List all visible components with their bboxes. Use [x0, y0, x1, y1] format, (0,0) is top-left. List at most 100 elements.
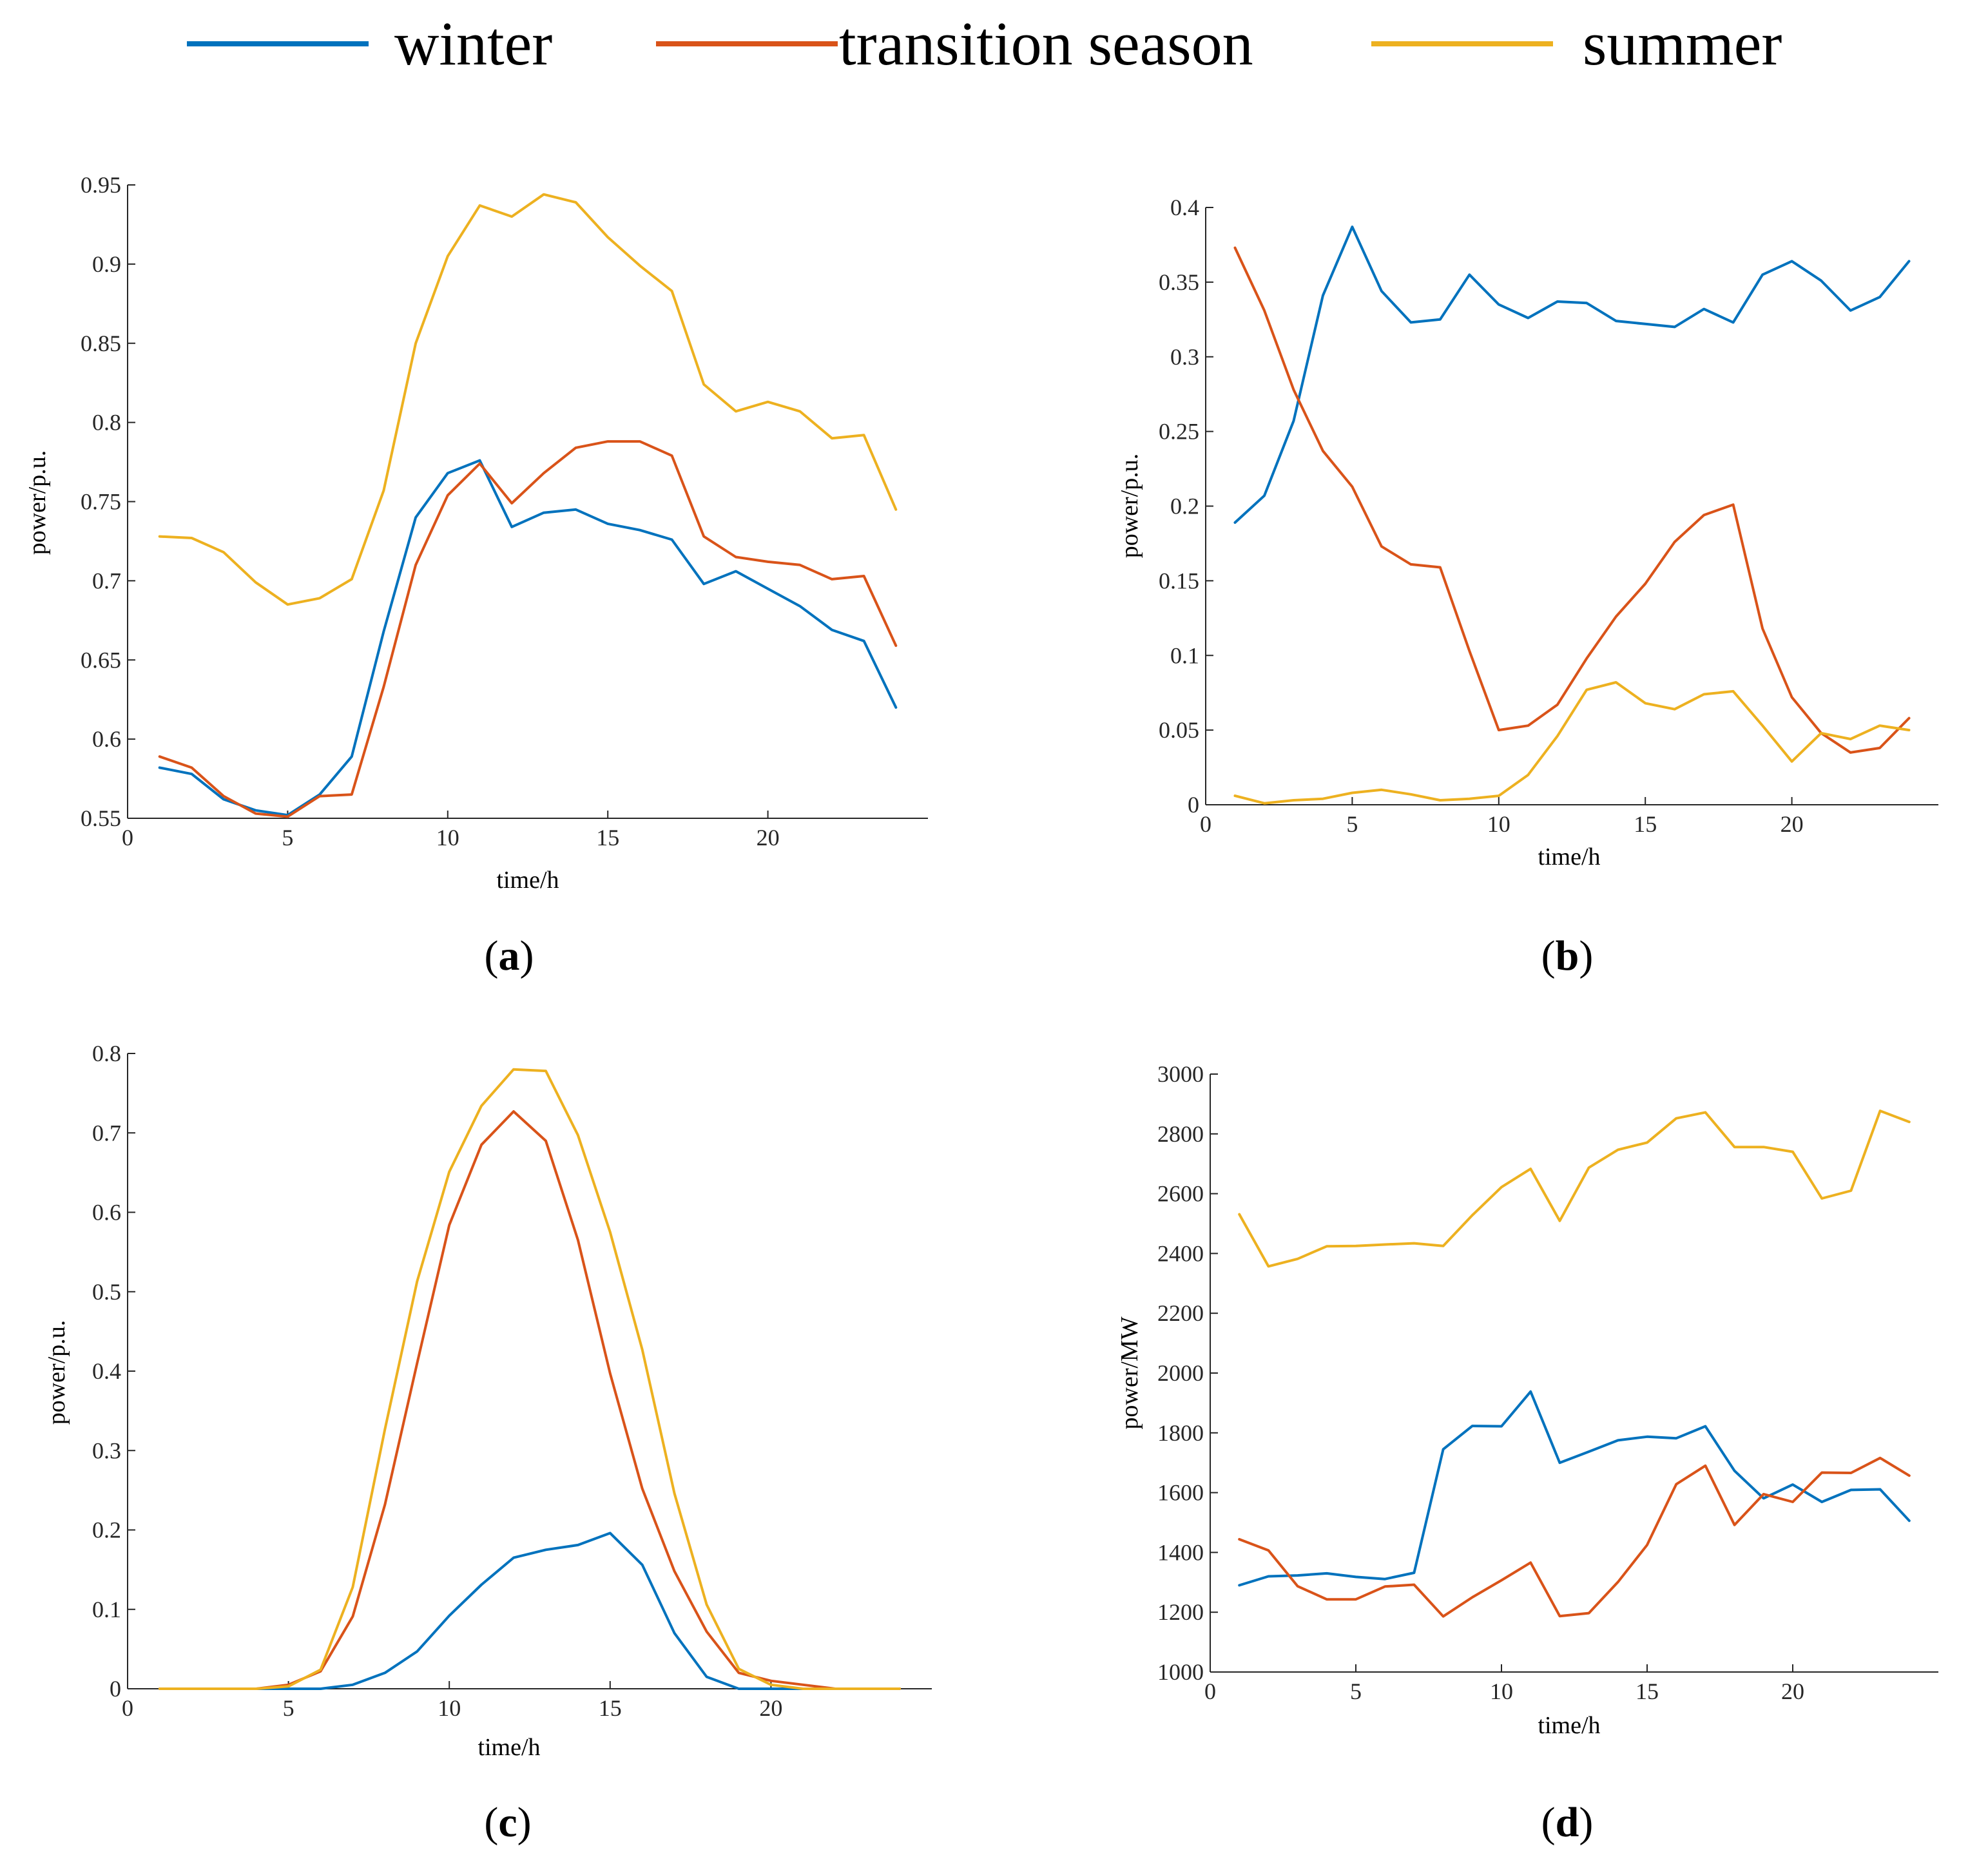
y-tick-label: 2400 — [1157, 1240, 1204, 1266]
panel-label-open-paren: ( — [1541, 932, 1556, 979]
panel-label-open-paren: ( — [484, 1799, 498, 1846]
y-tick-label: 0.6 — [92, 1200, 121, 1225]
chart-panel-b: 0 0.05 0.1 0.15 0.2 0.25 0.3 0.35 0.4 0 5 10 15 20 ti… — [1116, 195, 1938, 979]
x-tick-label: 15 — [1634, 811, 1657, 837]
y-tick-label: 1800 — [1157, 1420, 1204, 1446]
panel-label-b: (b) — [1541, 932, 1594, 979]
panel-label-letter-d: d — [1556, 1799, 1579, 1846]
y-tick-label: 0.05 — [1159, 717, 1199, 743]
x-axis-label-b: time/h — [1538, 843, 1600, 870]
x-tick-label: 20 — [759, 1695, 782, 1721]
panel-label-a: (a) — [485, 932, 534, 979]
y-axis-label-a: power/p.u. — [24, 450, 51, 555]
y-tick-label: 0.15 — [1159, 568, 1199, 593]
panel-label-close-paren: ) — [1579, 932, 1593, 979]
x-tick-label: 5 — [1350, 1678, 1362, 1704]
y-tick-label: 0.95 — [81, 172, 121, 198]
panel-label-open-paren: ( — [1541, 1799, 1556, 1846]
y-tick-label: 3000 — [1157, 1061, 1204, 1087]
y-axis-label-c: power/p.u. — [43, 1320, 70, 1425]
y-tick-label: 0.4 — [1170, 195, 1199, 220]
legend: winter transition season summer — [187, 9, 1782, 78]
y-axis-label-b: power/p.u. — [1116, 454, 1143, 559]
chart-panel-c: 0 0.1 0.2 0.3 0.4 0.5 0.6 0.7 0.8 0 5 10 15 20 time/h… — [43, 1041, 932, 1846]
legend-label-winter: winter — [394, 9, 552, 78]
y-tick-label: 0.6 — [92, 726, 121, 752]
y-tick-label: 0.2 — [92, 1517, 121, 1543]
y-tick-label: 0.9 — [92, 251, 121, 277]
y-tick-label: 0.75 — [81, 489, 121, 515]
series-line-summer — [1233, 681, 1911, 805]
y-axis-label-d: power/MW — [1116, 1316, 1143, 1429]
y-tick-label: 1400 — [1157, 1539, 1204, 1565]
plot-area-c: 0 0.1 0.2 0.3 0.4 0.5 0.6 0.7 0.8 0 5 10 15 20 — [92, 1041, 932, 1721]
y-tick-label: 0.3 — [92, 1437, 121, 1463]
x-tick-label: 15 — [1636, 1678, 1659, 1704]
legend-item-transition-season: transition season — [656, 9, 1253, 78]
series-line-winter — [158, 1532, 902, 1690]
chart-panel-a: 0.55 0.6 0.65 0.7 0.75 0.8 0.85 0.9 0.95 0 5 10 15 20… — [24, 172, 928, 979]
y-tick-label: 0.1 — [1170, 642, 1199, 668]
y-tick-label: 0.8 — [92, 410, 121, 436]
y-tick-label: 0.3 — [1170, 344, 1199, 370]
x-tick-label: 0 — [122, 825, 133, 851]
series-line-summer — [1238, 1110, 1911, 1268]
x-tick-label: 0 — [122, 1695, 133, 1721]
plot-area-d: 1000 1200 1400 1600 1800 2000 2200 2400 2600 2800… — [1157, 1061, 1938, 1704]
y-tick-label: 2600 — [1157, 1181, 1204, 1207]
panel-label-letter-b: b — [1556, 932, 1579, 979]
x-tick-label: 5 — [283, 1695, 294, 1721]
y-tick-label: 1600 — [1157, 1480, 1204, 1506]
series-line-transition-season — [1238, 1456, 1911, 1618]
x-tick-label: 5 — [1346, 811, 1358, 837]
y-tick-label: 0.8 — [92, 1041, 121, 1066]
x-tick-label: 10 — [1487, 811, 1510, 837]
x-axis-label-c: time/h — [478, 1734, 540, 1761]
y-tick-label: 1000 — [1157, 1659, 1204, 1685]
y-tick-label: 0.85 — [81, 331, 121, 356]
series-line-winter — [158, 459, 898, 817]
panel-label-close-paren: ) — [1579, 1799, 1593, 1846]
plot-area-b: 0 0.05 0.1 0.15 0.2 0.25 0.3 0.35 0.4 0 5 10 15 20 — [1159, 195, 1938, 837]
y-tick-label: 2800 — [1157, 1121, 1204, 1147]
panel-label-close-paren: ) — [520, 932, 534, 979]
x-tick-label: 15 — [599, 1695, 622, 1721]
series-line-summer — [158, 1068, 902, 1690]
y-tick-label: 0.65 — [81, 647, 121, 673]
y-tick-label: 0.25 — [1159, 419, 1199, 445]
y-tick-label: 0.7 — [92, 568, 121, 593]
series-line-summer — [158, 193, 898, 606]
panel-label-letter-a: a — [499, 932, 520, 979]
y-tick-label: 2000 — [1157, 1360, 1204, 1386]
x-tick-label: 10 — [1490, 1678, 1513, 1704]
series-line-transition-season — [158, 440, 898, 818]
legend-label-summer: summer — [1583, 9, 1782, 78]
x-tick-label: 10 — [438, 1695, 461, 1721]
panel-label-c: (c) — [484, 1799, 531, 1846]
x-tick-label: 10 — [436, 825, 459, 851]
x-tick-label: 0 — [1204, 1678, 1216, 1704]
y-tick-label: 2200 — [1157, 1300, 1204, 1326]
y-tick-label: 0.5 — [92, 1279, 121, 1305]
y-tick-label: 0.1 — [92, 1597, 121, 1622]
x-tick-label: 20 — [1781, 811, 1804, 837]
y-tick-label: 0 — [1188, 792, 1199, 818]
series-line-transition-season — [1233, 246, 1911, 754]
panel-label-letter-c: c — [498, 1799, 517, 1846]
y-tick-label: 0.35 — [1159, 269, 1199, 295]
legend-label-transition-season: transition season — [839, 9, 1253, 78]
series-line-winter — [1238, 1390, 1911, 1587]
x-axis-label-a: time/h — [496, 867, 559, 894]
plot-area-a: 0.55 0.6 0.65 0.7 0.75 0.8 0.85 0.9 0.95 0 5 10 15 20 — [81, 172, 928, 851]
x-axis-label-d: time/h — [1538, 1712, 1600, 1739]
legend-item-winter: winter — [187, 9, 552, 78]
panel-label-close-paren: ) — [517, 1799, 532, 1846]
x-tick-label: 20 — [757, 825, 780, 851]
y-tick-label: 0 — [110, 1676, 121, 1702]
y-tick-label: 1200 — [1157, 1599, 1204, 1625]
series-line-winter — [1233, 226, 1911, 524]
x-tick-label: 20 — [1781, 1678, 1804, 1704]
panel-label-open-paren: ( — [485, 932, 499, 979]
y-tick-label: 0.55 — [81, 805, 121, 831]
